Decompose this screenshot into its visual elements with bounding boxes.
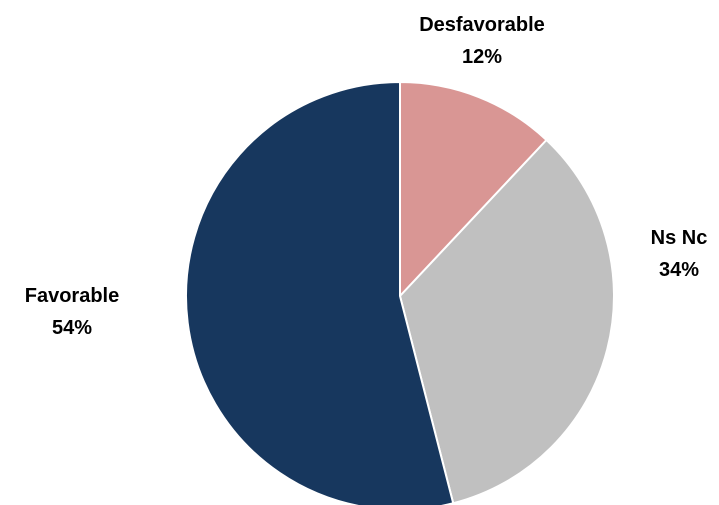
slice-label-favorable: Favorable: [25, 285, 119, 307]
pie-labels: Desfavorable 12% Ns Nc 34% Favorable 54%: [25, 14, 708, 339]
pie-slice-desfavorable: [399, 81, 548, 297]
slice-label-ns-nc: Ns Nc: [651, 227, 708, 249]
slice-value-label-ns-nc: 34%: [659, 259, 699, 281]
pie-slice-ns-nc: [399, 139, 615, 505]
slice-value-label-favorable: 54%: [52, 317, 92, 339]
pie-slices: [185, 81, 615, 505]
slice-value-label-desfavorable: 12%: [462, 46, 502, 68]
pie-slice-favorable: [185, 81, 455, 505]
slice-label-desfavorable: Desfavorable: [419, 14, 545, 36]
